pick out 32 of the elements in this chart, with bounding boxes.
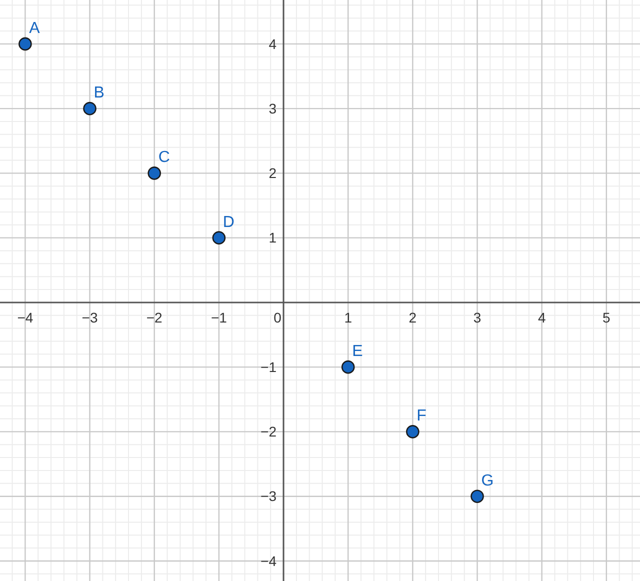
annotation: C <box>158 149 170 166</box>
annotation: D <box>222 214 234 231</box>
y-tick-label: 2 <box>268 165 277 182</box>
x-tick-label: 1 <box>344 309 352 326</box>
x-tick-label: −4 <box>17 309 34 326</box>
point <box>83 102 96 116</box>
point <box>212 231 226 244</box>
y-tick-label: −4 <box>260 552 277 569</box>
x-tick-label: 3 <box>473 309 482 326</box>
point <box>148 166 161 180</box>
annotation: F <box>416 408 427 425</box>
x-tick-label: 4 <box>538 309 546 326</box>
annotation: B <box>94 84 104 102</box>
y-tick-label: 3 <box>268 100 277 116</box>
x-tick-label: −1 <box>210 309 228 326</box>
annotation: E <box>352 343 363 360</box>
y-tick-label: 1 <box>268 230 277 246</box>
y-tick-label: −1 <box>260 358 277 375</box>
annotation: A <box>29 20 40 37</box>
point <box>470 490 484 503</box>
x-tick-label: 5 <box>602 309 611 326</box>
y-tick-label: −3 <box>260 488 277 504</box>
point <box>18 37 32 51</box>
x-tick-label: −2 <box>146 309 163 326</box>
x-tick-label: 0 <box>274 309 282 326</box>
y-tick-label: −2 <box>260 424 277 440</box>
point <box>341 360 355 374</box>
x-tick-label: −3 <box>82 309 98 326</box>
point <box>406 425 420 438</box>
annotation: G <box>481 472 494 490</box>
y-tick-label: 4 <box>268 36 277 52</box>
x-tick-label: 2 <box>408 309 417 326</box>
